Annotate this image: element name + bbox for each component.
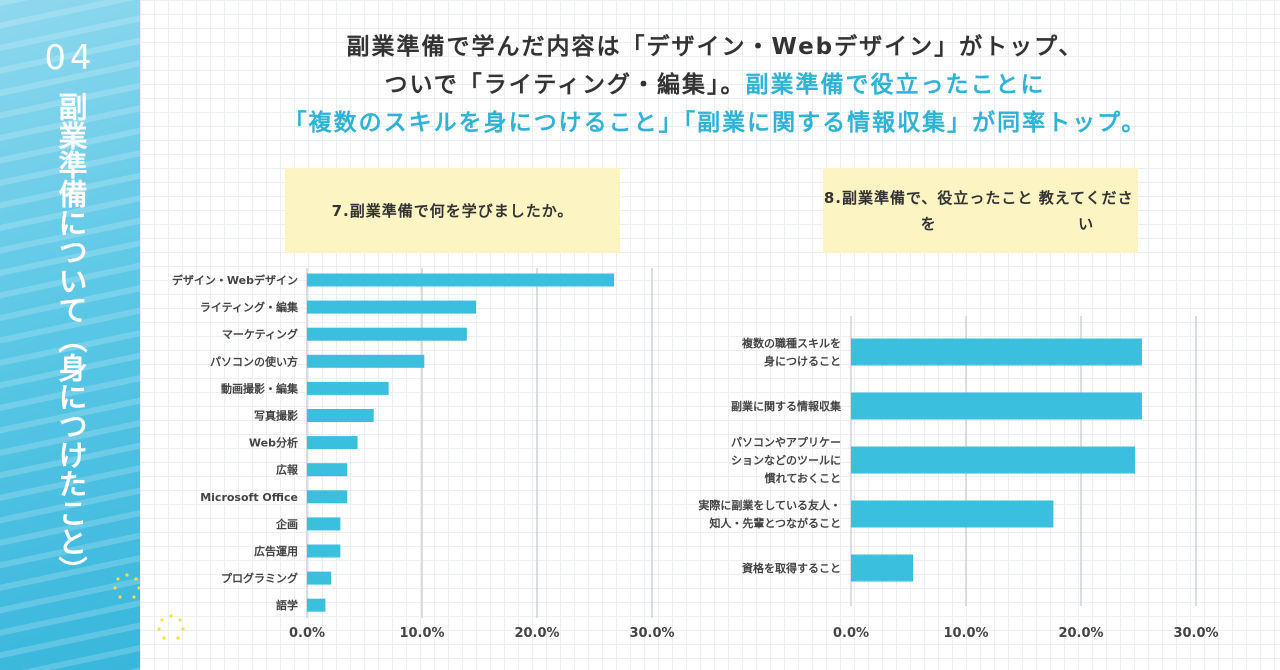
bar (307, 273, 615, 287)
headline-line-3: 「複数のスキルを身につけること」「副業に関する情報収集」が同率トップ。 (283, 110, 1147, 136)
tick-label: 30.0% (1173, 626, 1218, 641)
category-label: 副業に関する情報収集 (731, 399, 842, 413)
bar (307, 436, 358, 450)
bar (307, 300, 477, 314)
bar (851, 500, 1054, 528)
category-label: パソコンやアプリケーションなどのツールに慣れておくこと (731, 435, 841, 485)
category-label: 資格を取得すること (742, 561, 841, 575)
headline-line-2-text: ついで「ライティング・編集」。 (384, 72, 746, 98)
category-label: マーケティング (222, 327, 298, 341)
question-title-line: 7.副業準備で何を学びましたか。 (331, 201, 574, 220)
category-label: Web分析 (249, 436, 298, 450)
category-label: パソコンの使い方 (210, 354, 298, 368)
bar (307, 381, 389, 395)
bar (307, 463, 348, 477)
section-title: 副業準備について（身につけたこと） (54, 92, 88, 585)
bar (307, 327, 467, 341)
tick-label: 20.0% (1058, 626, 1103, 641)
tick-label: 0.0% (289, 626, 325, 641)
bar (851, 446, 1136, 474)
bar (307, 571, 332, 585)
category-label: 企画 (275, 517, 298, 531)
question-title-line: 8.副業準備で、役立ったことを (823, 188, 1034, 233)
category-label: プログラミング (221, 571, 298, 585)
category-label: Microsoft Office (200, 491, 298, 504)
question-title-line: 教えてください (1038, 188, 1134, 233)
category-label: 動画撮影・編集 (221, 381, 299, 395)
category-label: 写真撮影 (254, 409, 298, 423)
sidebar: 04 副業準備について（身につけたこと） (0, 0, 140, 670)
bar (307, 544, 341, 558)
question-box-7: 7.副業準備で何を学びましたか。 (285, 168, 620, 253)
category-label: 語学 (276, 598, 298, 612)
headline-line-2-highlight: 副業準備で役立ったことに (745, 72, 1046, 98)
headline-line-1: 副業準備で学んだ内容は「デザイン・Webデザイン」がトップ、 (346, 34, 1084, 60)
category-label: 複数の職種スキルを身につけること (741, 336, 841, 368)
question-box-8: 8.副業準備で、役立ったことを 教えてください (823, 168, 1138, 253)
bar (307, 354, 425, 368)
tick-label: 10.0% (399, 626, 444, 641)
bar (851, 338, 1142, 366)
tick-label: 20.0% (514, 626, 559, 641)
category-label: 広告運用 (254, 544, 298, 558)
category-label: デザイン・Webデザイン (172, 273, 298, 287)
bar (851, 392, 1142, 420)
bar (307, 598, 326, 612)
headline: 副業準備で学んだ内容は「デザイン・Webデザイン」がトップ、 ついで「ライティン… (150, 28, 1280, 142)
bar (307, 517, 341, 531)
bar (307, 409, 374, 422)
sparkle-icon (157, 614, 185, 640)
section-number: 04 (44, 38, 96, 78)
category-label: ライティング・編集 (200, 300, 299, 314)
sparkle-icon (113, 573, 140, 599)
tick-label: 30.0% (629, 626, 674, 641)
category-label: 広報 (276, 463, 299, 477)
bar (307, 490, 348, 504)
tick-label: 0.0% (833, 626, 869, 641)
bar (851, 554, 914, 582)
tick-label: 10.0% (943, 626, 988, 641)
headline-line-2: ついで「ライティング・編集」。副業準備で役立ったことに (150, 66, 1280, 104)
category-label: 実際に副業をしている友人・知人・先輩とつながること (698, 498, 841, 530)
